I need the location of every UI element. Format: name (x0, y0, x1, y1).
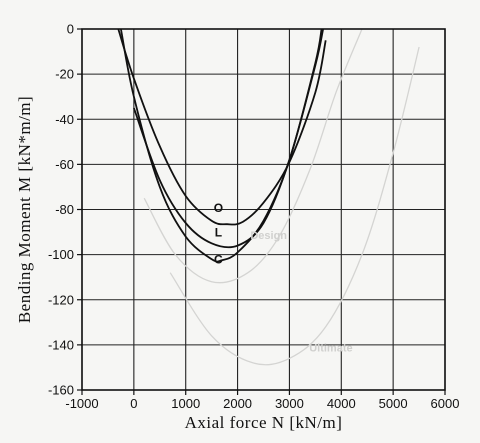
x-tick-label: 3000 (275, 396, 304, 411)
y-tick-label: -80 (55, 202, 74, 217)
x-tick-label: 0 (130, 396, 137, 411)
y-tick-label: -60 (55, 157, 74, 172)
series-line-o (117, 29, 327, 226)
y-tick-label: -120 (48, 292, 74, 307)
x-tick-label: 6000 (431, 396, 460, 411)
main-curves (117, 29, 327, 263)
x-tick-label: 4000 (327, 396, 356, 411)
x-tick-label: -1000 (65, 396, 98, 411)
series-line-l (133, 29, 324, 249)
y-tick-label: -160 (48, 383, 74, 398)
x-tick-label: 1000 (171, 396, 200, 411)
faint-curves (143, 29, 420, 366)
curve-label-design: Design (250, 230, 287, 242)
y-tick-label: 0 (67, 22, 74, 37)
y-tick-label: -40 (55, 112, 74, 127)
y-axis-title: Bending Moment M [kN*m/m] (15, 96, 34, 323)
y-tick-label: -140 (48, 337, 74, 352)
series-line-c (120, 29, 323, 263)
x-tick-label: 5000 (379, 396, 408, 411)
curve-label-l: L (215, 226, 222, 240)
y-tick-label: -20 (55, 67, 74, 82)
curve-label-ultimate: Ultimate (309, 343, 352, 355)
y-tick-label: -100 (48, 247, 74, 262)
curve-label-o: O (214, 201, 223, 215)
tick-labels: -1000 0 1000 2000 3000 4000 5000 6000 0 -20 -40 -60… (48, 22, 459, 412)
curve-label-c: C (214, 253, 223, 267)
series-line-design (143, 29, 363, 284)
x-axis-title: Axial force N [kN/m] (185, 413, 343, 432)
curve-labels: OLC Design Ultimate (214, 201, 353, 355)
x-tick-label: 2000 (223, 396, 252, 411)
series-line-ultimate (169, 46, 420, 366)
